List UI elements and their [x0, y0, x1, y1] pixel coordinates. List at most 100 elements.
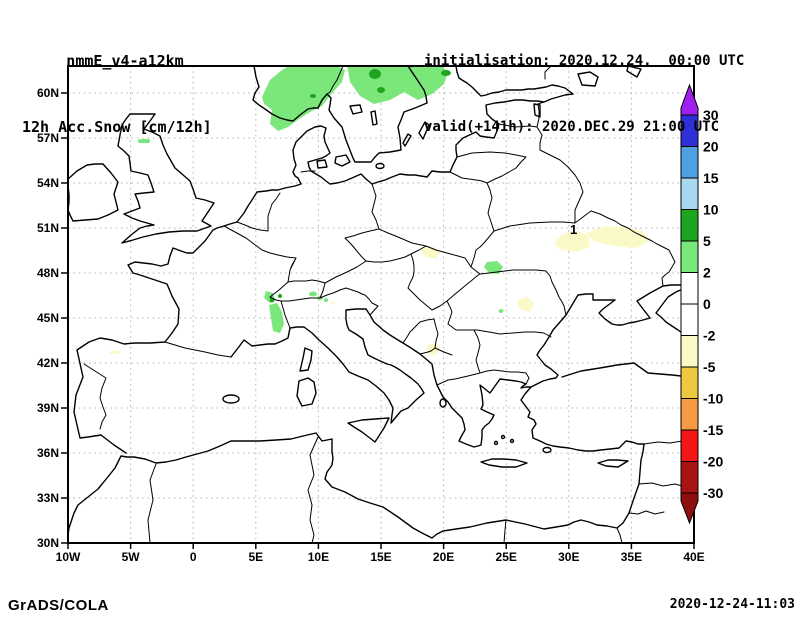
- x-axis-label: 10E: [308, 550, 329, 564]
- snow-spot: [377, 87, 385, 93]
- y-axis-label: 45N: [37, 311, 59, 325]
- coast-scandinavia: [252, 66, 428, 163]
- y-axis-label: 57N: [37, 131, 59, 145]
- y-axis-label: 60N: [37, 86, 59, 100]
- coast-great-britain: [117, 113, 215, 244]
- colorbar-segment: [680, 240, 699, 273]
- colorbar-segment: [680, 303, 699, 336]
- colorbar-segment: [680, 272, 699, 305]
- patch-azov-east: [586, 226, 649, 248]
- x-axis-label: 0: [190, 550, 197, 564]
- colorbar-label: 30: [703, 107, 719, 123]
- y-axis-label: 51N: [37, 221, 59, 235]
- island-rhodes: [542, 446, 552, 454]
- colorbar-label: -10: [703, 391, 723, 407]
- island-bornholm: [375, 162, 385, 170]
- field-name: 12h Acc.Snow [cm/12h]: [22, 118, 212, 136]
- snow-spot: [324, 298, 328, 302]
- snow-spot: [441, 70, 451, 76]
- colorbar-label: -20: [703, 454, 723, 470]
- time-block: initialisation: 2020.12.24. 00:00 UTC va…: [424, 6, 744, 182]
- snow-spot: [498, 309, 504, 313]
- colorbar-label: -30: [703, 485, 723, 501]
- colorbar-label: 5: [703, 233, 711, 249]
- y-axis-label: 42N: [37, 356, 59, 370]
- valid-line: valid(+141h): 2020.DEC.29 21:00 UTC: [424, 119, 720, 135]
- island-mallorca: [222, 394, 240, 404]
- colorbar-segment: [680, 366, 699, 399]
- colorbar-label: -2: [703, 328, 716, 344]
- x-axis-label: 20E: [433, 550, 454, 564]
- island-zealand: [334, 154, 351, 167]
- island-funen: [316, 159, 328, 169]
- colorbar-segment: [680, 398, 699, 431]
- x-axis-label: 25E: [496, 550, 517, 564]
- snow-spot: [309, 291, 317, 297]
- snow-patch-alps: [269, 303, 284, 333]
- lake-ladoga: [577, 71, 599, 87]
- lake-vattern: [370, 110, 378, 126]
- axis-labels: 10W 5W 0 5E 10E 15E 20E 25E 30E 35E 40E 30N 33N 36N 39…: [37, 86, 705, 564]
- contour-label-1: 1: [570, 222, 577, 237]
- island-sicily: [347, 417, 390, 443]
- island-corsica: [299, 347, 313, 372]
- snow-spot: [310, 94, 316, 98]
- island-cyclades: [493, 440, 499, 446]
- colorbar-bottom-arrow: [680, 492, 699, 525]
- island-cyprus: [597, 459, 629, 468]
- y-axis-label: 39N: [37, 401, 59, 415]
- island-sardinia: [296, 377, 317, 407]
- lake-onega: [626, 66, 642, 78]
- colorbar-label: 20: [703, 139, 719, 155]
- creation-timestamp: 2020-12-24-11:03: [669, 597, 795, 612]
- colorbar-segment: [680, 461, 699, 494]
- coast-mainland: [73, 66, 574, 454]
- colorbar-label: 0: [703, 296, 711, 312]
- x-axis-label: 5W: [122, 550, 141, 564]
- y-axis-label: 54N: [37, 176, 59, 190]
- colorbar-label: 2: [703, 265, 711, 281]
- patch-spain: [110, 351, 120, 354]
- colorbar-label: -15: [703, 422, 723, 438]
- colorbar-label: -5: [703, 359, 716, 375]
- snow-patch-norway: [262, 66, 345, 131]
- colorbar-label: 10: [703, 202, 719, 218]
- y-axis-label: 48N: [37, 266, 59, 280]
- x-axis-label: 10W: [56, 550, 81, 564]
- x-axis-label: 30E: [558, 550, 579, 564]
- snow-spot: [369, 69, 381, 79]
- islands: [222, 121, 629, 468]
- snow-patch-scotland: [138, 139, 150, 143]
- colorbar-segment: [680, 335, 699, 368]
- coast-ireland: [68, 163, 119, 222]
- lake-vanern: [349, 104, 363, 115]
- y-axis-label: 36N: [37, 446, 59, 460]
- colorbar-segment: [680, 429, 699, 462]
- island-corfu: [439, 398, 447, 408]
- patch-azov-west: [555, 231, 590, 252]
- colorbar-segment: [680, 177, 699, 210]
- coastlines: [68, 66, 694, 539]
- island-cyclades: [500, 434, 506, 440]
- title-block: nmmE_v4-a12km 12h Acc.Snow [cm/12h]: [22, 6, 228, 182]
- x-axis-label: 40E: [683, 550, 704, 564]
- x-axis-label: 5E: [248, 550, 263, 564]
- island-crete: [480, 458, 528, 468]
- colorbar-segment: [680, 209, 699, 242]
- x-axis-label: 15E: [370, 550, 391, 564]
- snow-patches: [110, 66, 649, 356]
- snow-spot: [278, 294, 282, 298]
- coast-turkey-north: [561, 362, 694, 379]
- colorbar-label: 15: [703, 170, 719, 186]
- coast-levant-africa: [68, 386, 645, 539]
- coast-mediterranean: [230, 284, 694, 448]
- island-gotland: [418, 121, 430, 140]
- y-axis-label: 30N: [37, 536, 59, 550]
- grads-credit: GrADS/COLA: [8, 597, 109, 614]
- country-borders: [83, 66, 694, 543]
- island-cyclades: [509, 438, 515, 444]
- island-oland: [402, 133, 412, 147]
